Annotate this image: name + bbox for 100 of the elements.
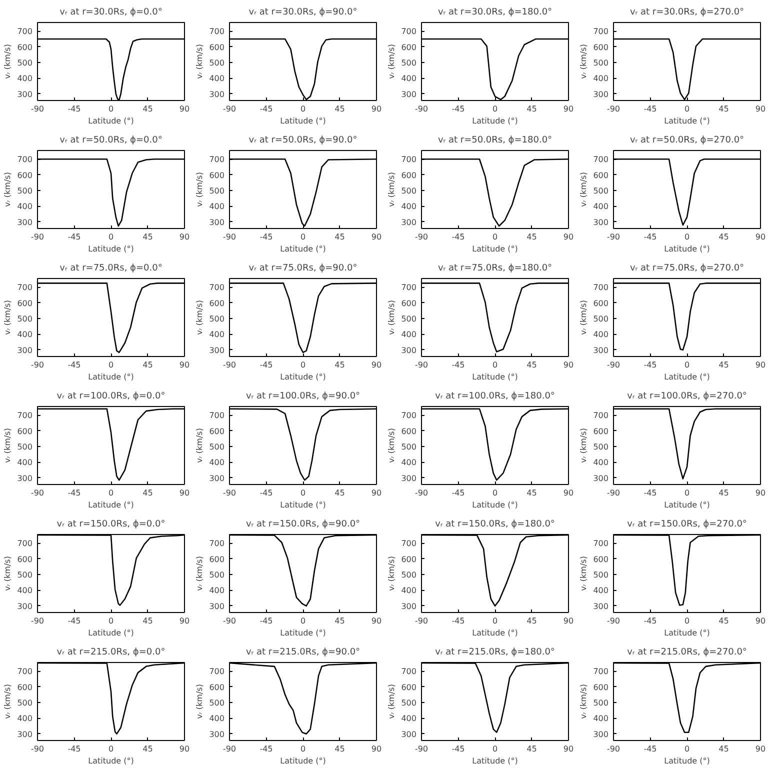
- x-tick-label: 0: [684, 360, 690, 370]
- y-tick-label: 500: [401, 570, 417, 580]
- y-tick-label: 400: [209, 458, 225, 468]
- x-axis-title: Latitude (°): [88, 372, 134, 382]
- x-tick-label: -45: [260, 232, 273, 242]
- x-axis-title: Latitude (°): [472, 372, 518, 382]
- y-axis-title: vᵣ (km/s): [387, 172, 396, 207]
- y-tick-label: 600: [209, 554, 225, 564]
- x-tick-label: -45: [452, 488, 465, 498]
- chart-title: vᵣ at r=150.0Rs, ϕ=180.0°: [435, 520, 555, 530]
- x-tick-label: -90: [414, 104, 428, 114]
- y-tick-label: 700: [593, 539, 609, 548]
- y-tick-label: 400: [401, 714, 417, 724]
- x-tick-label: -90: [606, 488, 620, 498]
- chart-title: vᵣ at r=75.0Rs, ϕ=0.0°: [60, 264, 162, 274]
- x-tick-label: 45: [526, 744, 537, 754]
- x-tick-label: 0: [300, 360, 306, 370]
- y-tick-label: 300: [209, 602, 225, 611]
- chart-title: vᵣ at r=75.0Rs, ϕ=90.0°: [248, 264, 358, 274]
- x-tick-label: -45: [452, 104, 465, 114]
- y-tick-label: 600: [209, 170, 225, 180]
- y-tick-label: 300: [593, 602, 609, 611]
- y-tick-label: 700: [209, 155, 225, 164]
- y-tick-label: 600: [593, 426, 609, 436]
- x-axis-title: Latitude (°): [280, 500, 326, 510]
- y-axis-title: vᵣ (km/s): [579, 428, 588, 463]
- x-tick-label: -90: [30, 104, 44, 114]
- x-axis-title: Latitude (°): [664, 628, 710, 638]
- y-axis-title: vᵣ (km/s): [195, 428, 204, 463]
- y-tick-label: 600: [209, 426, 225, 436]
- y-tick-label: 400: [401, 202, 417, 212]
- x-tick-label: 0: [492, 232, 498, 242]
- y-tick-label: 400: [17, 74, 33, 84]
- x-tick-label: 90: [371, 488, 382, 498]
- x-tick-label: 45: [142, 616, 153, 626]
- y-tick-label: 400: [209, 74, 225, 84]
- x-tick-label: 90: [371, 232, 382, 242]
- x-tick-label: 0: [300, 744, 306, 754]
- x-tick-label: 90: [563, 616, 574, 626]
- chart-title: vᵣ at r=100.0Rs, ϕ=180.0°: [435, 392, 555, 402]
- x-tick-label: -90: [222, 488, 236, 498]
- chart-title: vᵣ at r=50.0Rs, ϕ=270.0°: [630, 136, 744, 146]
- y-axis-title: vᵣ (km/s): [3, 428, 12, 463]
- y-tick-label: 300: [209, 218, 225, 227]
- y-tick-label: 400: [209, 586, 225, 596]
- x-tick-label: 0: [300, 232, 306, 242]
- x-tick-label: -45: [68, 104, 81, 114]
- y-tick-label: 400: [401, 74, 417, 84]
- y-tick-label: 300: [17, 346, 33, 355]
- y-tick-label: 600: [593, 298, 609, 308]
- x-tick-label: 0: [684, 616, 690, 626]
- y-tick-label: 500: [593, 698, 609, 708]
- x-tick-label: 0: [684, 104, 690, 114]
- x-tick-label: -90: [222, 232, 236, 242]
- x-tick-label: 45: [334, 232, 345, 242]
- x-axis-title: Latitude (°): [280, 116, 326, 126]
- x-axis-title: Latitude (°): [664, 756, 710, 766]
- y-tick-label: 700: [593, 667, 609, 676]
- x-tick-label: -45: [644, 744, 657, 754]
- x-tick-label: -90: [222, 104, 236, 114]
- x-tick-label: -90: [30, 744, 44, 754]
- y-tick-label: 400: [593, 330, 609, 340]
- x-tick-label: 90: [755, 232, 766, 242]
- chart-title: vᵣ at r=150.0Rs, ϕ=0.0°: [56, 520, 166, 530]
- y-tick-label: 700: [209, 667, 225, 676]
- x-axis-title: Latitude (°): [88, 756, 134, 766]
- y-tick-label: 300: [401, 90, 417, 99]
- x-tick-label: 45: [526, 104, 537, 114]
- y-axis-title: vᵣ (km/s): [579, 172, 588, 207]
- y-tick-label: 400: [401, 586, 417, 596]
- y-axis-title: vᵣ (km/s): [579, 300, 588, 335]
- y-tick-label: 300: [17, 218, 33, 227]
- y-tick-label: 300: [401, 730, 417, 739]
- y-tick-label: 700: [17, 27, 33, 36]
- y-tick-label: 500: [593, 58, 609, 68]
- y-tick-label: 700: [17, 155, 33, 164]
- x-tick-label: 0: [684, 744, 690, 754]
- y-tick-label: 700: [209, 411, 225, 420]
- y-tick-label: 500: [17, 698, 33, 708]
- x-tick-label: 45: [718, 360, 729, 370]
- y-tick-label: 700: [593, 283, 609, 292]
- x-axis-title: Latitude (°): [280, 372, 326, 382]
- x-tick-label: 0: [108, 616, 114, 626]
- x-tick-label: 90: [179, 360, 190, 370]
- y-tick-label: 300: [17, 602, 33, 611]
- y-tick-label: 400: [401, 458, 417, 468]
- chart-title: vᵣ at r=215.0Rs, ϕ=180.0°: [435, 648, 555, 658]
- y-tick-label: 700: [209, 27, 225, 36]
- x-tick-label: 90: [755, 360, 766, 370]
- x-tick-label: 90: [371, 360, 382, 370]
- y-tick-label: 300: [401, 346, 417, 355]
- y-tick-label: 400: [401, 330, 417, 340]
- y-tick-label: 400: [593, 714, 609, 724]
- chart-title: vᵣ at r=75.0Rs, ϕ=180.0°: [438, 264, 552, 274]
- x-tick-label: 45: [526, 616, 537, 626]
- x-tick-label: 45: [334, 104, 345, 114]
- x-tick-label: 90: [179, 616, 190, 626]
- x-tick-label: 45: [718, 232, 729, 242]
- x-tick-label: 90: [563, 360, 574, 370]
- x-tick-label: -45: [260, 360, 273, 370]
